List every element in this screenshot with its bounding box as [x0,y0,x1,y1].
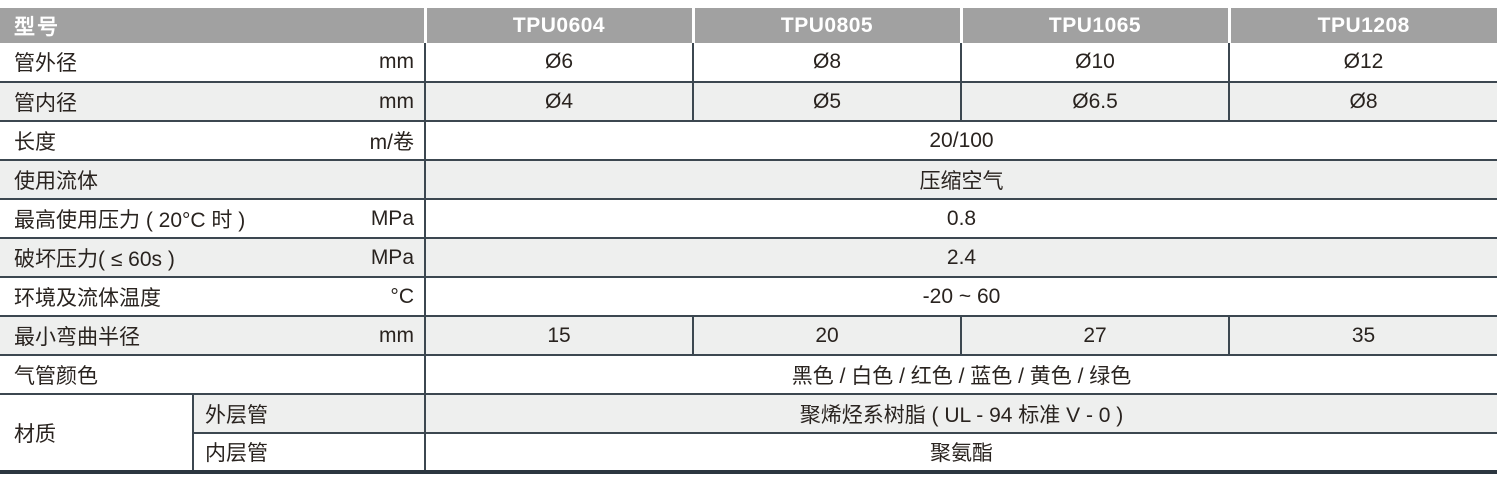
row-length: 长度 m/卷 20/100 [0,121,1497,161]
spec-table: 型号 TPU0604 TPU0805 TPU1065 TPU1208 管外径 m… [0,8,1497,474]
header-row: 型号 TPU0604 TPU0805 TPU1065 TPU1208 [0,8,1497,43]
spec-sheet-page: 型号 TPU0604 TPU0805 TPU1065 TPU1208 管外径 m… [0,8,1505,492]
row-unit: m/卷 [369,130,414,154]
row-unit: °C [390,284,414,308]
value-cell: Ø6.5 [960,82,1229,122]
value-cell: Ø10 [960,43,1229,83]
sub-row-label: 内层管 [192,433,425,474]
row-label: 气管颜色 [14,364,98,388]
row-unit: mm [379,323,414,347]
merged-value-cell: 黑色 / 白色 / 红色 / 蓝色 / 黄色 / 绿色 [424,355,1497,395]
row-label: 破坏压力( ≤ 60s ) [14,247,175,271]
material-label: 材质 [0,394,193,474]
row-label: 管外径 [14,52,77,75]
model-row-label: 型号 [0,8,425,43]
row-material-inner: 内层管 聚氨酯 [0,433,1497,474]
value-cell: Ø5 [692,82,961,122]
row-max-pressure: 最高使用压力 ( 20°C 时 ) MPa 0.8 [0,199,1497,239]
value-cell: Ø8 [1228,82,1497,122]
value-cell: 27 [960,316,1229,356]
value-cell: Ø4 [424,82,693,122]
row-temperature: 环境及流体温度 °C -20 ~ 60 [0,277,1497,317]
merged-value-cell: -20 ~ 60 [424,277,1497,317]
row-min-bend-radius: 最小弯曲半径 mm 15 20 27 35 [0,316,1497,356]
row-tube-od: 管外径 mm Ø6 Ø8 Ø10 Ø12 [0,43,1497,83]
row-material-outer: 材质 外层管 聚烯烃系树脂 ( UL - 94 标准 V - 0 ) [0,394,1497,474]
merged-value-cell: 压缩空气 [424,160,1497,200]
value-cell: 35 [1228,316,1497,356]
row-label: 最高使用压力 ( 20°C 时 ) [14,208,246,232]
value-cell: Ø6 [424,43,693,83]
value-cell: 15 [424,316,693,356]
row-unit: MPa [370,206,414,230]
merged-value-cell: 20/100 [424,121,1497,161]
model-column-header: TPU1065 [959,8,1229,43]
row-unit: mm [379,50,414,73]
row-tube-color: 气管颜色 黑色 / 白色 / 红色 / 蓝色 / 黄色 / 绿色 [0,355,1497,395]
row-label: 使用流体 [14,169,98,193]
model-column-header: TPU1208 [1227,8,1497,43]
merged-value-cell: 0.8 [424,199,1497,239]
row-burst-pressure: 破坏压力( ≤ 60s ) MPa 2.4 [0,238,1497,278]
row-label: 最小弯曲半径 [14,325,140,349]
model-column-header: TPU0604 [423,8,693,43]
value-cell: 20 [692,316,961,356]
row-label: 环境及流体温度 [14,286,161,310]
value-cell: Ø12 [1228,43,1497,83]
merged-value-cell: 2.4 [424,238,1497,278]
row-tube-id: 管内径 mm Ø4 Ø5 Ø6.5 Ø8 [0,82,1497,122]
row-unit: mm [379,89,414,113]
merged-value-cell: 聚氨酯 [424,433,1497,474]
row-unit: MPa [370,245,414,269]
model-column-header: TPU0805 [691,8,961,43]
sub-row-label: 外层管 [192,394,425,434]
row-label: 长度 [14,130,56,154]
merged-value-cell: 聚烯烃系树脂 ( UL - 94 标准 V - 0 ) [424,394,1497,434]
row-label: 管内径 [14,91,77,115]
row-fluid: 使用流体 压缩空气 [0,160,1497,200]
value-cell: Ø8 [692,43,961,83]
